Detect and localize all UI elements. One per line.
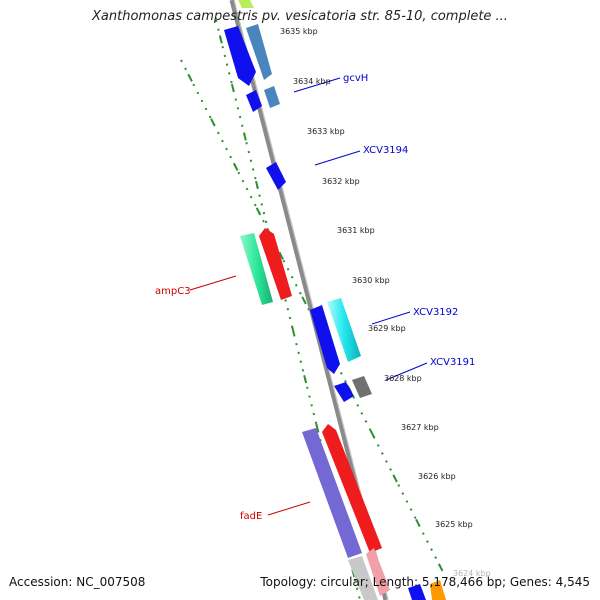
gene-label-ampc3[interactable]: ampC3	[155, 286, 191, 297]
scale-labels: 3635 kbp 3634 kbp 3633 kbp 3632 kbp 3631…	[280, 27, 491, 578]
tick-track-inner	[215, 19, 361, 600]
gene-label-xcv3191[interactable]: XCV3191	[430, 357, 475, 368]
major-tick	[415, 518, 421, 527]
gene-feature-lime	[238, 0, 254, 8]
gene-feature-pink	[366, 548, 390, 596]
scale-label: 3626 kbp	[418, 472, 456, 481]
gene-label-fade[interactable]: fadE	[240, 511, 262, 522]
gene-feature-purple	[302, 428, 362, 558]
gene-feature-cyan	[327, 298, 361, 362]
major-tick	[218, 35, 223, 44]
major-tick	[210, 118, 216, 127]
gene-labels: gcvH XCV3194 XCV3192 XCV3191 ampC3 fadE	[155, 73, 475, 522]
major-tick	[255, 207, 262, 216]
scale-label: 3633 kbp	[307, 127, 345, 136]
gene-feature-blue	[310, 305, 340, 374]
scale-label: 3630 kbp	[352, 276, 390, 285]
label-connectors	[189, 77, 428, 516]
gene-feature-steelblue	[264, 86, 280, 108]
gene-feature-steelblue	[246, 24, 272, 80]
major-tick	[303, 374, 308, 384]
gene-feature-aquamarine	[240, 233, 273, 305]
gene-feature-gray	[352, 376, 372, 398]
scale-label: 3631 kbp	[337, 226, 375, 235]
accession-label: Accession: NC_007508	[9, 575, 146, 589]
genome-summary: Topology: circular; Length: 5,178,466 bp…	[260, 575, 590, 589]
major-tick	[392, 474, 398, 483]
map-title: Xanthomonas campestris pv. vesicatoria s…	[92, 9, 508, 24]
scale-label: 3627 kbp	[401, 423, 439, 432]
gene-feature-orange	[430, 580, 446, 600]
major-tick	[369, 429, 376, 438]
gene-label-xcv3192[interactable]: XCV3192	[413, 307, 458, 318]
major-tick	[255, 180, 259, 190]
scale-label: 3632 kbp	[322, 177, 360, 186]
scale-label: 3634 kbp	[293, 77, 331, 86]
tick-track-outer	[180, 59, 443, 571]
major-tick	[187, 73, 193, 82]
gene-label-gcvh[interactable]: gcvH	[343, 73, 368, 84]
scale-label: 3635 kbp	[280, 27, 318, 36]
gene-feature-blue	[408, 584, 426, 600]
major-tick	[278, 251, 284, 260]
major-tick	[437, 563, 444, 572]
scale-label: 3628 kbp	[384, 374, 422, 383]
gene-feature-lightgray	[348, 556, 378, 600]
major-tick	[291, 326, 296, 335]
gene-label-xcv3194[interactable]: XCV3194	[363, 145, 408, 156]
gene-features	[224, 0, 446, 600]
scale-label: 3625 kbp	[435, 520, 473, 529]
gene-feature-blue	[266, 162, 286, 190]
major-ticks	[187, 35, 444, 578]
gene-feature-red	[322, 424, 382, 553]
major-tick	[232, 162, 239, 171]
major-tick	[242, 132, 247, 141]
scale-label: 3624 kbp	[453, 569, 491, 578]
gene-feature-blue	[246, 90, 262, 112]
scale-label: 3629 kbp	[368, 324, 406, 333]
gene-feature-blue	[334, 382, 354, 402]
gene-feature-red	[259, 228, 292, 300]
major-tick	[301, 296, 307, 305]
gene-feature-blue	[224, 26, 256, 86]
major-tick	[230, 83, 235, 93]
major-tick	[315, 423, 320, 432]
